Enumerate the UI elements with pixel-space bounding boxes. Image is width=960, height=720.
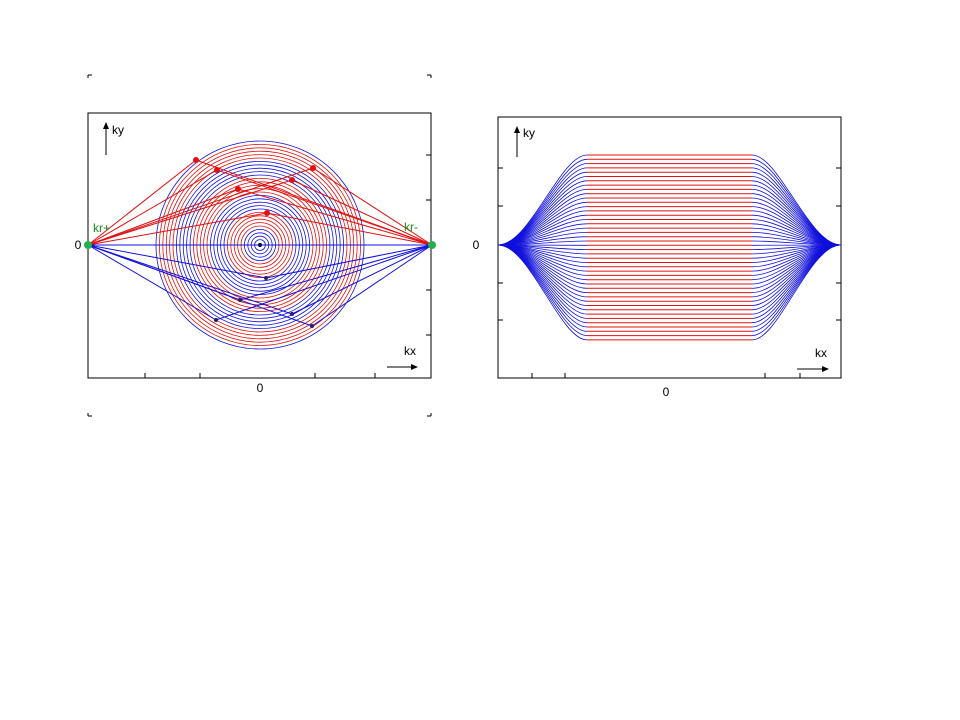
blue-dot — [290, 312, 294, 316]
red-dot — [310, 165, 316, 171]
blue-line — [239, 244, 433, 301]
blue-line — [291, 244, 433, 315]
ky-label: ky — [523, 126, 535, 140]
ky-arrowhead — [514, 126, 520, 133]
blue-curve — [751, 244, 842, 336]
red-line — [291, 179, 433, 246]
blue-line — [87, 244, 293, 315]
blue-dot — [238, 298, 242, 302]
kx-label: kx — [815, 346, 827, 360]
red-dot — [193, 157, 199, 163]
kx-arrowhead — [822, 366, 829, 372]
blue-dot — [214, 318, 218, 322]
ky-label: ky — [112, 123, 124, 137]
red-line — [87, 188, 239, 246]
red-line — [87, 212, 268, 246]
trajectory-lines — [87, 157, 433, 328]
blue-curve — [751, 154, 842, 246]
kr-plus-point — [84, 241, 92, 249]
ticks — [87, 74, 841, 417]
red-line — [216, 169, 433, 246]
origin-x-label: 0 — [663, 385, 670, 399]
kx-arrowhead — [411, 364, 418, 370]
red-dot — [235, 186, 241, 192]
red-line — [237, 188, 433, 246]
right-panel: ky kx 0 0 — [473, 116, 842, 399]
red-dot — [214, 167, 220, 173]
blue-curve — [751, 244, 842, 341]
blue-dot — [310, 324, 314, 328]
blue-line — [87, 244, 267, 279]
red-line — [266, 212, 433, 246]
blue-curve — [497, 244, 588, 336]
ky-arrowhead — [103, 122, 109, 129]
left-panel: ky kx 0 0 kr+ kr- — [75, 112, 436, 395]
red-dot — [264, 210, 270, 216]
red-line — [312, 167, 433, 246]
origin-x-label: 0 — [257, 381, 264, 395]
right-frame — [497, 116, 842, 379]
blue-curve — [497, 244, 588, 341]
kr-minus-label: kr- — [404, 220, 418, 234]
blue-line — [311, 244, 433, 327]
blue-dot — [264, 276, 268, 280]
blue-line — [265, 244, 433, 279]
kx-label: kx — [404, 344, 416, 358]
red-line — [87, 169, 218, 246]
origin-y-label: 0 — [473, 238, 480, 252]
kr-minus-point — [428, 241, 436, 249]
blue-curve — [497, 154, 588, 246]
red-line — [87, 159, 197, 246]
trajectory-lines — [497, 154, 842, 341]
blue-line — [215, 244, 433, 321]
blue-line — [87, 244, 313, 327]
blue-line — [87, 244, 217, 321]
kr-plus-label: kr+ — [93, 221, 110, 235]
red-dot — [289, 177, 295, 183]
red-line — [87, 179, 293, 246]
red-line — [87, 167, 314, 246]
origin-y-label: 0 — [75, 238, 82, 252]
